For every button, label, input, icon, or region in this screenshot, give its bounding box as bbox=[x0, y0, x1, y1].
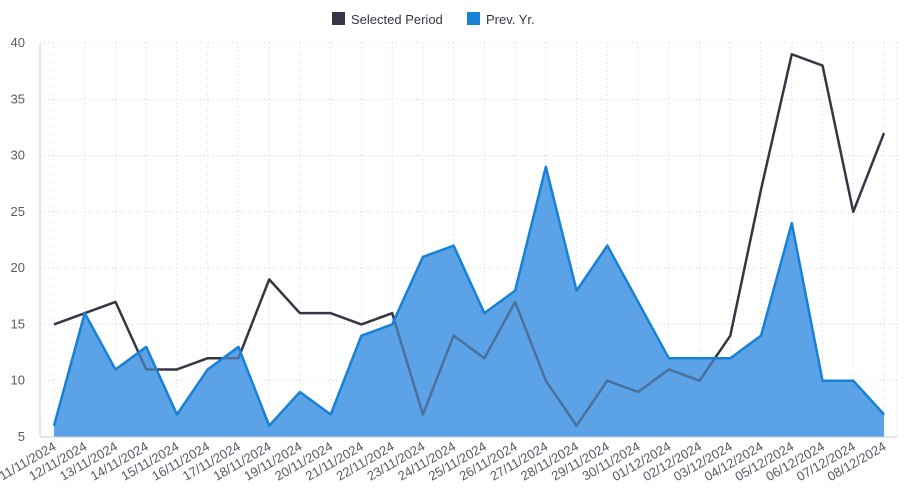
legend-item-selected-period[interactable]: Selected Period bbox=[332, 12, 443, 27]
prev-yr-area-outline bbox=[52, 165, 885, 427]
prev-yr-point-17[interactable] bbox=[574, 288, 580, 294]
selected-period-point-15[interactable] bbox=[512, 299, 518, 305]
selected-period-point-10[interactable] bbox=[358, 321, 364, 327]
selected-period-point-0[interactable] bbox=[51, 321, 57, 327]
selected-period-point-1[interactable] bbox=[82, 310, 88, 316]
selected-period-point-8[interactable] bbox=[297, 310, 303, 316]
prev-yr-point-6[interactable] bbox=[235, 344, 241, 350]
selected-period-point-25[interactable] bbox=[820, 63, 826, 69]
x-axis: 11/11/202412/11/202413/11/202414/11/2024… bbox=[0, 436, 897, 484]
prev-yr-point-21[interactable] bbox=[697, 355, 703, 361]
prev-yr-point-4[interactable] bbox=[174, 411, 180, 417]
prev-yr-point-15[interactable] bbox=[512, 288, 518, 294]
selected-period-point-7[interactable] bbox=[266, 276, 272, 282]
y-tick-label-3: 20 bbox=[11, 260, 25, 275]
prev-yr-point-23[interactable] bbox=[758, 333, 764, 339]
prev-yr-point-27[interactable] bbox=[881, 411, 887, 417]
prev-yr-point-26[interactable] bbox=[850, 378, 856, 384]
prev-yr-point-16[interactable] bbox=[543, 164, 549, 170]
prev-yr-point-22[interactable] bbox=[727, 355, 733, 361]
selected-period-point-3[interactable] bbox=[143, 366, 149, 372]
selected-period-point-19[interactable] bbox=[635, 389, 641, 395]
selected-period-point-5[interactable] bbox=[205, 355, 211, 361]
y-tick-label-7: 40 bbox=[11, 35, 25, 50]
selected-period-point-27[interactable] bbox=[881, 130, 887, 136]
prev-yr-point-11[interactable] bbox=[389, 321, 395, 327]
selected-period-point-20[interactable] bbox=[666, 366, 672, 372]
selected-period-point-23[interactable] bbox=[758, 186, 764, 192]
selected-period-point-6[interactable] bbox=[235, 355, 241, 361]
selected-period-point-13[interactable] bbox=[451, 333, 457, 339]
prev-yr-point-2[interactable] bbox=[112, 366, 118, 372]
prev-yr-point-20[interactable] bbox=[666, 355, 672, 361]
prev-yr-point-7[interactable] bbox=[266, 423, 272, 429]
selected-period-point-22[interactable] bbox=[727, 333, 733, 339]
legend-swatch-prev-yr bbox=[467, 12, 480, 25]
prev-yr-point-13[interactable] bbox=[451, 243, 457, 249]
y-tick-label-0: 5 bbox=[18, 429, 25, 444]
prev-yr-point-25[interactable] bbox=[820, 378, 826, 384]
prev-yr-point-12[interactable] bbox=[420, 254, 426, 260]
prev-yr-point-5[interactable] bbox=[205, 366, 211, 372]
y-axis: 5 10 15 20 25 30 35 40 bbox=[11, 35, 41, 444]
legend: Selected Period Prev. Yr. bbox=[332, 12, 535, 27]
y-tick-label-6: 35 bbox=[11, 91, 25, 106]
selected-period-point-14[interactable] bbox=[481, 355, 487, 361]
selected-period-point-24[interactable] bbox=[789, 51, 795, 57]
legend-label-selected-period: Selected Period bbox=[351, 12, 443, 27]
selected-period-point-26[interactable] bbox=[850, 209, 856, 215]
selected-period-point-2[interactable] bbox=[112, 299, 118, 305]
prev-yr-point-3[interactable] bbox=[143, 344, 149, 350]
selected-period-point-17[interactable] bbox=[574, 423, 580, 429]
y-tick-label-5: 30 bbox=[11, 148, 25, 163]
prev-yr-point-9[interactable] bbox=[328, 411, 334, 417]
selected-period-point-4[interactable] bbox=[174, 366, 180, 372]
selected-period-point-12[interactable] bbox=[420, 411, 426, 417]
prev-yr-area-overlay bbox=[54, 166, 884, 438]
prev-yr-point-8[interactable] bbox=[297, 389, 303, 395]
y-tick-label-4: 25 bbox=[11, 204, 25, 219]
prev-yr-point-18[interactable] bbox=[604, 243, 610, 249]
selected-period-line-layer bbox=[51, 51, 887, 438]
y-tick-label-2: 15 bbox=[11, 316, 25, 331]
legend-swatch-selected-period bbox=[332, 12, 345, 25]
selected-period-point-18[interactable] bbox=[604, 378, 610, 384]
prev-yr-point-19[interactable] bbox=[635, 299, 641, 305]
selected-period-point-16[interactable] bbox=[543, 378, 549, 384]
selected-period-point-11[interactable] bbox=[389, 310, 395, 316]
selected-period-point-21[interactable] bbox=[697, 378, 703, 384]
y-tick-label-1: 10 bbox=[11, 373, 25, 388]
prev-yr-point-10[interactable] bbox=[358, 333, 364, 339]
prev-yr-point-0[interactable] bbox=[51, 423, 57, 429]
selected-period-point-9[interactable] bbox=[328, 310, 334, 316]
legend-item-prev-yr[interactable]: Prev. Yr. bbox=[467, 12, 535, 27]
prev-yr-point-24[interactable] bbox=[789, 220, 795, 226]
prev-yr-point-14[interactable] bbox=[481, 310, 487, 316]
legend-label-prev-yr: Prev. Yr. bbox=[486, 12, 535, 27]
